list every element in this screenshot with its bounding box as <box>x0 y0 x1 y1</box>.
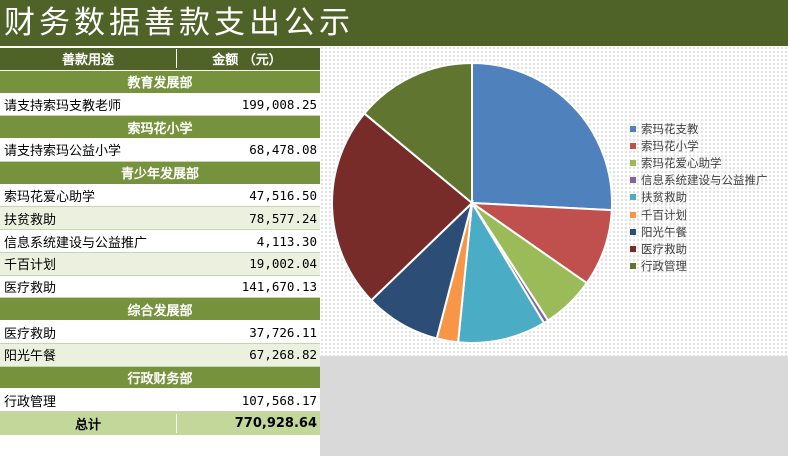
legend-item: 阳光午餐 <box>630 223 768 240</box>
pie-slice <box>362 61 473 206</box>
legend-swatch <box>630 211 636 218</box>
section-label: 行政财务部 <box>127 372 193 388</box>
section-label: 索玛花小学 <box>127 121 193 137</box>
row-purpose: 医疗救助 <box>4 281 57 297</box>
legend-label: 阳光午餐 <box>641 224 687 239</box>
row-purpose: 医疗救助 <box>4 326 57 342</box>
legend-swatch <box>630 142 636 149</box>
pie-chart <box>331 61 613 344</box>
total-row: 总计 770,928.64 <box>0 412 320 436</box>
expense-table: 善款用途 金额 （元） 教育发展部 请支持索玛支教老师 199,008.25 索玛花小… <box>0 46 320 456</box>
legend-swatch <box>630 194 636 201</box>
row-purpose: 请支持索玛支教老师 <box>4 98 122 114</box>
table-row: 千百计划 19,002.04 <box>0 252 320 276</box>
legend-label: 索玛花小学 <box>641 138 699 153</box>
row-amount: 19,002.04 <box>249 256 317 272</box>
table-header: 善款用途 金额 （元） <box>0 48 320 71</box>
row-purpose: 索玛花爱心助学 <box>4 189 96 205</box>
legend-label: 索玛花支教 <box>641 121 699 136</box>
legend-label: 医疗救助 <box>641 241 687 256</box>
legend-label: 信息系统建设与公益推广 <box>641 173 768 188</box>
row-amount: 37,726.11 <box>249 324 317 340</box>
table-row: 请支持索玛支教老师 199,008.25 <box>0 93 320 117</box>
legend-swatch <box>630 159 636 166</box>
section-row: 行政财务部 <box>0 366 320 390</box>
row-purpose: 扶贫救助 <box>4 212 57 228</box>
pie-slice <box>471 61 613 212</box>
table-row: 医疗救助 141,670.13 <box>0 275 320 299</box>
section-row: 综合发展部 <box>0 298 320 322</box>
legend-swatch <box>630 177 636 184</box>
section-row: 索玛花小学 <box>0 116 320 140</box>
row-amount: 4,113.30 <box>256 233 317 249</box>
row-purpose: 阳光午餐 <box>4 349 57 365</box>
legend-item: 扶贫救助 <box>630 189 768 206</box>
pie-slice <box>331 112 474 302</box>
table-row: 医疗救助 37,726.11 <box>0 321 320 344</box>
legend-swatch <box>630 245 636 252</box>
row-amount: 141,670.13 <box>241 279 317 295</box>
section-row: 教育发展部 <box>0 70 320 94</box>
legend-item: 行政管理 <box>630 258 768 275</box>
table-row: 请支持索玛公益小学 68,478.08 <box>0 139 320 162</box>
legend-item: 医疗救助 <box>630 240 768 257</box>
section-row: 青少年发展部 <box>0 161 320 185</box>
amount-header: 金额 （元） <box>212 53 282 69</box>
legend-label: 行政管理 <box>641 259 687 274</box>
pie-chart-area: 索玛花支教索玛花小学索玛花爱心助学信息系统建设与公益推广 扶贫救助千百计划阳光午餐… <box>320 46 788 356</box>
section-label: 教育发展部 <box>127 76 193 92</box>
legend-swatch <box>630 228 636 235</box>
legend-label: 索玛花爱心助学 <box>641 155 722 170</box>
total-amount: 770,928.64 <box>234 416 317 432</box>
pie-slice <box>456 199 546 344</box>
legend-item: 千百计划 <box>630 206 768 223</box>
purpose-header: 善款用途 <box>0 49 177 69</box>
row-purpose: 行政管理 <box>4 394 57 410</box>
page-title: 财务数据善款支出公示 <box>0 0 788 46</box>
chart-legend: 索玛花支教索玛花小学索玛花爱心助学信息系统建设与公益推广 扶贫救助千百计划阳光午餐… <box>630 120 768 275</box>
row-amount: 47,516.50 <box>249 187 317 203</box>
table-row: 阳光午餐 67,268.82 <box>0 343 320 367</box>
row-amount: 67,268.82 <box>249 347 317 363</box>
legend-label: 千百计划 <box>641 207 687 222</box>
table-row: 索玛花爱心助学 47,516.50 <box>0 184 320 208</box>
table-row: 扶贫救助 78,577.24 <box>0 207 320 231</box>
section-label: 青少年发展部 <box>120 167 199 183</box>
row-purpose: 千百计划 <box>4 258 57 274</box>
legend-swatch <box>630 263 636 270</box>
legend-item: 索玛花小学 <box>630 137 768 154</box>
legend-item: 信息系统建设与公益推广 <box>630 172 768 189</box>
row-amount: 78,577.24 <box>249 210 317 226</box>
table-row: 行政管理 107,568.17 <box>0 389 320 413</box>
row-purpose: 请支持索玛公益小学 <box>4 144 122 160</box>
legend-label: 扶贫救助 <box>641 190 687 205</box>
total-label: 总计 <box>0 414 177 434</box>
legend-item: 索玛花支教 <box>630 120 768 137</box>
row-purpose: 信息系统建设与公益推广 <box>4 235 148 251</box>
legend-swatch <box>630 125 636 132</box>
row-amount: 107,568.17 <box>241 392 317 408</box>
legend-item: 索玛花爱心助学 <box>630 154 768 171</box>
row-amount: 68,478.08 <box>249 142 317 158</box>
table-row: 信息系统建设与公益推广 4,113.30 <box>0 230 320 253</box>
section-label: 综合发展部 <box>127 303 193 319</box>
row-amount: 199,008.25 <box>241 96 317 112</box>
